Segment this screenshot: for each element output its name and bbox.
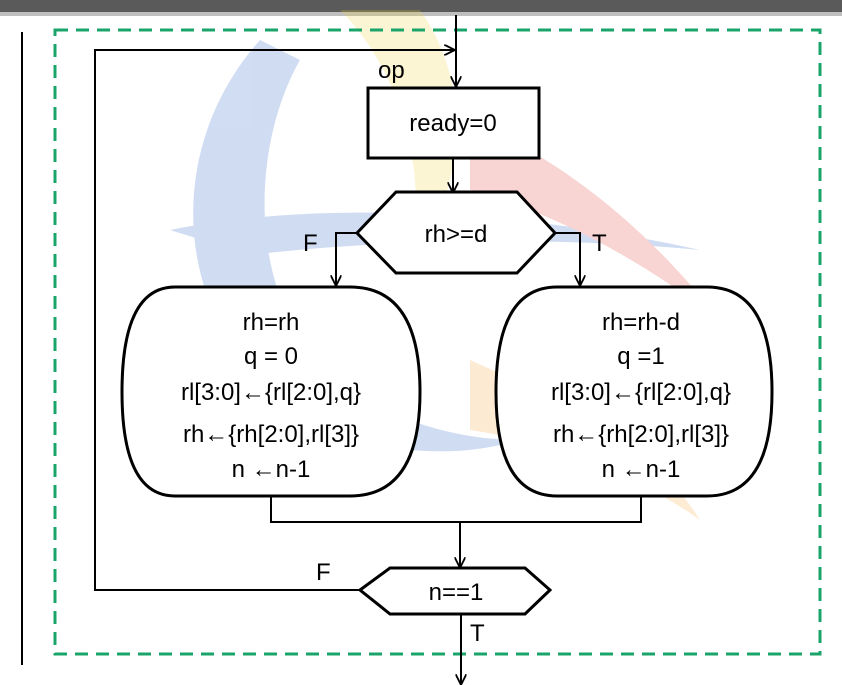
top-bar [0, 0, 842, 12]
right-block-line-2: q =1 [617, 343, 664, 370]
right-block-shape [494, 285, 774, 498]
state-boundary [53, 28, 822, 656]
decision1-true-branch [555, 232, 580, 285]
decision1-false-branch [336, 232, 357, 285]
right-block-line-5: n ←n-1 [602, 456, 681, 483]
left-block-line-2: q = 0 [244, 343, 298, 370]
decision2-text: n==1 [429, 579, 484, 606]
left-block-line-4: rh←{rh[2:0],rl[3]} [183, 421, 359, 448]
right-block-line-3: rl[3:0]←{rl[2:0],q} [551, 379, 731, 406]
left-block-line-3: rl[3:0]←{rl[2:0],q} [181, 379, 361, 406]
left-block-shape [120, 285, 422, 498]
left-block-line-1: rh=rh [243, 309, 300, 336]
state-name: op [378, 57, 405, 84]
ready-box-text: ready=0 [409, 110, 496, 137]
merge-connector [270, 496, 642, 523]
decision2-true-label: T [470, 620, 485, 647]
right-block-line-1: rh=rh-d [602, 309, 680, 336]
right-block-line-4: rh←{rh[2:0],rl[3]} [553, 421, 729, 448]
decision1-false-label: F [303, 230, 318, 257]
top-bar-highlight [0, 12, 842, 16]
decision1-text: rh>=d [425, 221, 488, 248]
decision2-hexagon [357, 566, 553, 616]
left-block-line-5: n ←n-1 [232, 456, 311, 483]
decision2-false-label: F [316, 559, 331, 586]
decision1-true-label: T [592, 230, 607, 257]
watermark-red-swoosh [470, 120, 720, 320]
loop-back-arrow [94, 50, 454, 591]
